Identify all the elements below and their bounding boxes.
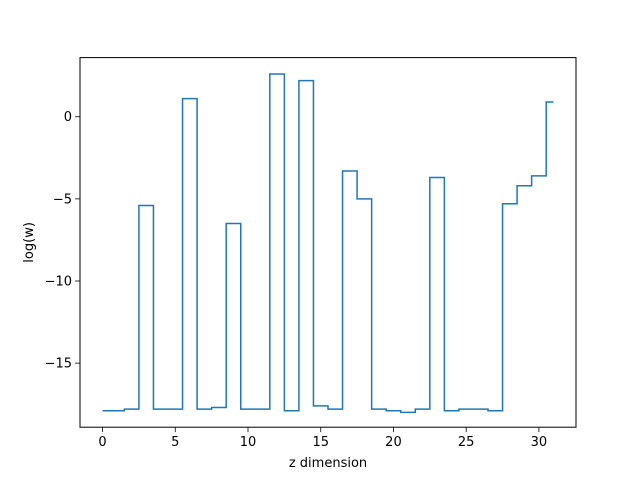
x-tick-label: 10 <box>240 435 257 450</box>
x-tick-label: 15 <box>312 435 329 450</box>
y-tick-label: 0 <box>64 110 72 125</box>
x-axis-label: z dimension <box>289 456 367 471</box>
y-axis-label: log(w) <box>22 222 37 263</box>
x-tick-label: 25 <box>458 435 475 450</box>
y-tick-label: −5 <box>53 192 72 207</box>
y-tick-label: −10 <box>45 275 72 290</box>
x-tick-label: 5 <box>171 435 179 450</box>
x-tick-label: 0 <box>98 435 106 450</box>
x-tick-label: 30 <box>531 435 548 450</box>
plot-frame <box>79 57 577 428</box>
y-tick-label: −15 <box>45 357 72 372</box>
plot-layer <box>102 73 554 414</box>
tick-layer: 0 5 10 15 20 25 30 −15 −10 −5 0 <box>45 110 548 450</box>
x-tick-label: 20 <box>385 435 402 450</box>
series-step-line-0 <box>102 73 554 414</box>
